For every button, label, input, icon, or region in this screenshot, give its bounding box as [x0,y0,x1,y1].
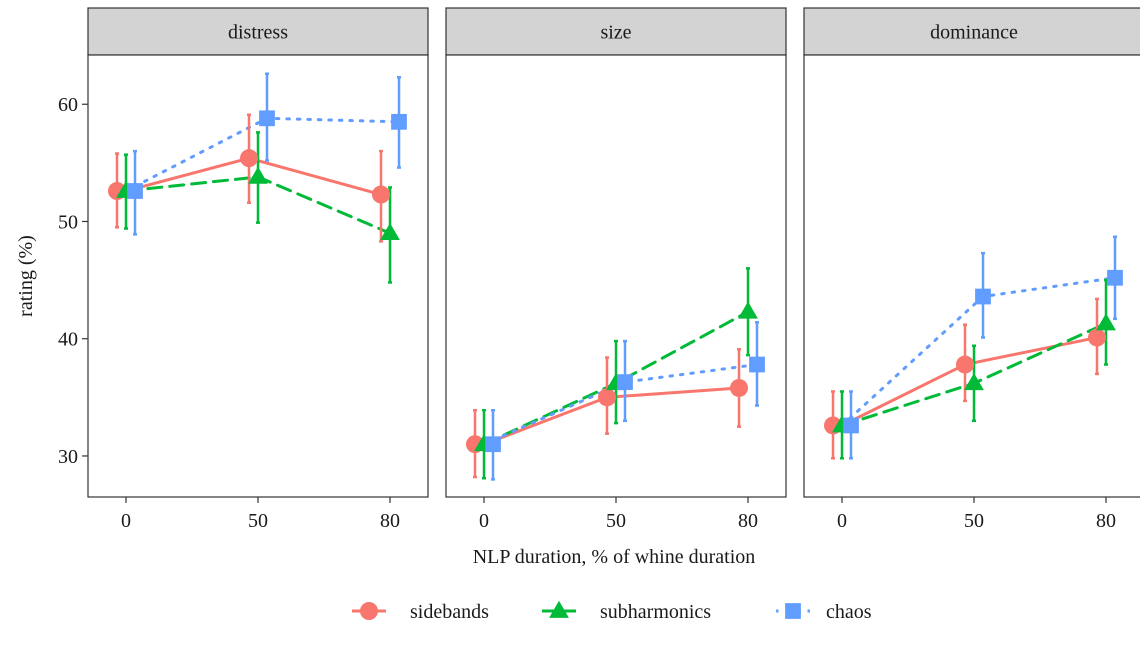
y-tick-label: 40 [58,329,78,351]
point-sidebands [1088,328,1106,347]
legend-item-subharmonics: subharmonics [542,600,711,623]
panel-frame [803,54,1140,498]
point-sidebands [730,378,748,397]
y-tick-label: 30 [58,446,78,468]
legend-label: chaos [826,601,872,623]
panel-strip [445,7,787,56]
x-tick-label: 80 [738,510,758,532]
panel-dominance: dominance 0 50 80 [803,7,1140,532]
point-chaos [749,356,765,373]
legend-key-marker [549,600,569,618]
panel-title: distress [228,22,288,44]
legend-item-sidebands: sidebands [352,601,489,623]
x-tick-label: 0 [837,510,847,532]
y-axis-title: rating (%) [15,235,37,317]
panels: distress 0 50 80 size 0 50 80 dominance 0 50 80 [87,7,1140,532]
panel-strip [87,7,429,56]
legend-item-chaos: chaos [776,601,872,623]
point-chaos [391,113,407,130]
x-tick-label: 50 [248,510,268,532]
legend-key-marker [360,602,378,620]
x-tick-label: 0 [479,510,489,532]
x-axis-title: NLP duration, % of whine duration [473,546,756,568]
point-sidebands [372,185,390,204]
point-chaos [1107,269,1123,286]
x-tick-label: 80 [380,510,400,532]
panel-title: size [600,22,631,44]
x-tick-label: 80 [1096,510,1116,532]
panel-distress: distress 0 50 80 [87,7,429,532]
series-line-chaos [482,363,759,446]
legend-label: subharmonics [600,601,711,623]
point-subharmonics [248,166,268,184]
panel-title: dominance [930,22,1018,44]
x-tick-label: 50 [964,510,984,532]
point-chaos [127,183,143,199]
x-tick-label: 0 [121,510,131,532]
x-tick-label: 50 [606,510,626,532]
legend-label: sidebands [410,601,489,623]
panel-size: size 0 50 80 [445,7,787,532]
point-chaos [975,288,991,305]
y-tick-label: 60 [58,94,78,116]
legend: sidebands subharmonics chaos [352,600,872,623]
point-subharmonics [964,373,984,391]
panel-frame [87,54,429,498]
point-chaos [617,374,633,390]
y-tick-label: 50 [58,211,78,233]
point-chaos [485,436,501,453]
point-sidebands [598,388,616,407]
point-sidebands [956,355,974,374]
point-chaos [259,110,275,127]
point-subharmonics [1096,313,1116,331]
point-sidebands [240,149,258,168]
panel-strip [803,7,1140,56]
point-subharmonics [380,222,400,241]
point-subharmonics [738,301,758,319]
y-axis: 30 40 50 60 [58,94,88,468]
panel-frame [445,54,787,498]
legend-key-marker [785,603,801,619]
point-chaos [843,417,859,434]
